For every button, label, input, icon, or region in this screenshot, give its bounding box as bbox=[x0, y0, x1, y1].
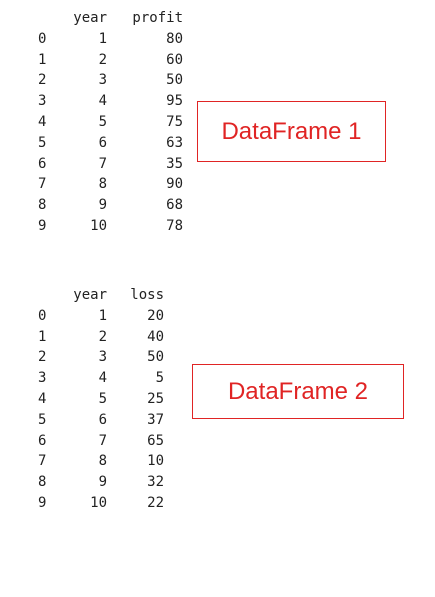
table-row: 5 6 37 bbox=[0, 410, 164, 431]
table-row: 3 4 95 bbox=[0, 91, 183, 112]
table-header: year profit bbox=[0, 8, 183, 29]
year-cell: 3 bbox=[98, 349, 107, 366]
table-row: 0 1 80 bbox=[0, 29, 183, 50]
row-index: 4 bbox=[38, 390, 47, 407]
year-cell: 10 bbox=[90, 494, 107, 511]
year-cell: 6 bbox=[98, 134, 107, 151]
year-cell: 8 bbox=[98, 453, 107, 470]
dataframe2-label-text: DataFrame 2 bbox=[227, 377, 369, 405]
loss-cell: 37 bbox=[147, 411, 164, 428]
profit-cell: 68 bbox=[166, 197, 183, 214]
row-index: 8 bbox=[38, 474, 47, 491]
row-index: 9 bbox=[38, 217, 47, 234]
loss-cell: 65 bbox=[147, 432, 164, 449]
table-row: 7 8 10 bbox=[0, 451, 164, 472]
row-index: 1 bbox=[38, 328, 47, 345]
year-cell: 9 bbox=[98, 197, 107, 214]
table-row: 2 3 50 bbox=[0, 347, 164, 368]
year-cell: 4 bbox=[98, 93, 107, 110]
column-header-loss: loss bbox=[130, 287, 164, 303]
loss-cell: 22 bbox=[147, 494, 164, 511]
loss-cell: 40 bbox=[147, 328, 164, 345]
profit-cell: 35 bbox=[166, 155, 183, 172]
dataframe2-table: year loss 0 1 20 1 2 40 2 3 50 3 4 5 4 5… bbox=[0, 285, 164, 514]
dataframe2-label: DataFrame 2 bbox=[192, 364, 404, 419]
row-index: 5 bbox=[38, 134, 47, 151]
loss-cell: 20 bbox=[147, 307, 164, 324]
column-header-profit: profit bbox=[132, 10, 183, 26]
table-row: 6 7 65 bbox=[0, 431, 164, 452]
profit-cell: 95 bbox=[166, 93, 183, 110]
year-cell: 5 bbox=[98, 113, 107, 130]
table-row: 8 9 68 bbox=[0, 195, 183, 216]
table-row: 3 4 5 bbox=[0, 368, 164, 389]
row-index: 0 bbox=[38, 307, 47, 324]
profit-cell: 75 bbox=[166, 113, 183, 130]
table-row: 4 5 25 bbox=[0, 389, 164, 410]
year-cell: 1 bbox=[98, 307, 107, 324]
profit-cell: 78 bbox=[166, 217, 183, 234]
profit-cell: 80 bbox=[166, 30, 183, 47]
row-index: 4 bbox=[38, 113, 47, 130]
row-index: 9 bbox=[38, 494, 47, 511]
year-cell: 2 bbox=[98, 51, 107, 68]
year-cell: 2 bbox=[98, 328, 107, 345]
table-header: year loss bbox=[0, 285, 164, 306]
loss-cell: 10 bbox=[147, 453, 164, 470]
loss-cell: 50 bbox=[147, 349, 164, 366]
year-cell: 8 bbox=[98, 176, 107, 193]
profit-cell: 60 bbox=[166, 51, 183, 68]
row-index: 2 bbox=[38, 72, 47, 89]
row-index: 1 bbox=[38, 51, 47, 68]
row-index: 2 bbox=[38, 349, 47, 366]
row-index: 7 bbox=[38, 453, 47, 470]
table-row: 0 1 20 bbox=[0, 306, 164, 327]
table-row: 1 2 40 bbox=[0, 327, 164, 348]
row-index: 0 bbox=[38, 30, 47, 47]
table-row: 9 10 22 bbox=[0, 493, 164, 514]
table-row: 6 7 35 bbox=[0, 154, 183, 175]
profit-cell: 90 bbox=[166, 176, 183, 193]
dataframe1-label: DataFrame 1 bbox=[197, 101, 386, 162]
row-index: 5 bbox=[38, 411, 47, 428]
dataframe1-table: year profit 0 1 80 1 2 60 2 3 50 3 4 95 … bbox=[0, 8, 183, 237]
row-index: 6 bbox=[38, 432, 47, 449]
table-row: 9 10 78 bbox=[0, 216, 183, 237]
profit-cell: 50 bbox=[166, 72, 183, 89]
row-index: 8 bbox=[38, 197, 47, 214]
row-index: 6 bbox=[38, 155, 47, 172]
year-cell: 6 bbox=[98, 411, 107, 428]
row-index: 3 bbox=[38, 370, 47, 387]
row-index: 7 bbox=[38, 176, 47, 193]
table-row: 7 8 90 bbox=[0, 174, 183, 195]
year-cell: 4 bbox=[98, 370, 107, 387]
year-cell: 10 bbox=[90, 217, 107, 234]
year-cell: 3 bbox=[98, 72, 107, 89]
table-row: 1 2 60 bbox=[0, 50, 183, 71]
table-row: 5 6 63 bbox=[0, 133, 183, 154]
year-cell: 5 bbox=[98, 390, 107, 407]
table-row: 4 5 75 bbox=[0, 112, 183, 133]
year-cell: 7 bbox=[98, 432, 107, 449]
loss-cell: 25 bbox=[147, 390, 164, 407]
year-cell: 7 bbox=[98, 155, 107, 172]
year-cell: 9 bbox=[98, 474, 107, 491]
table-row: 2 3 50 bbox=[0, 70, 183, 91]
row-index: 3 bbox=[38, 93, 47, 110]
table-row: 8 9 32 bbox=[0, 472, 164, 493]
dataframe1-label-text: DataFrame 1 bbox=[221, 117, 362, 145]
year-cell: 1 bbox=[98, 30, 107, 47]
column-header-year: year bbox=[73, 10, 107, 26]
loss-cell: 32 bbox=[147, 474, 164, 491]
loss-cell: 5 bbox=[155, 370, 164, 387]
column-header-year: year bbox=[73, 287, 107, 303]
profit-cell: 63 bbox=[166, 134, 183, 151]
